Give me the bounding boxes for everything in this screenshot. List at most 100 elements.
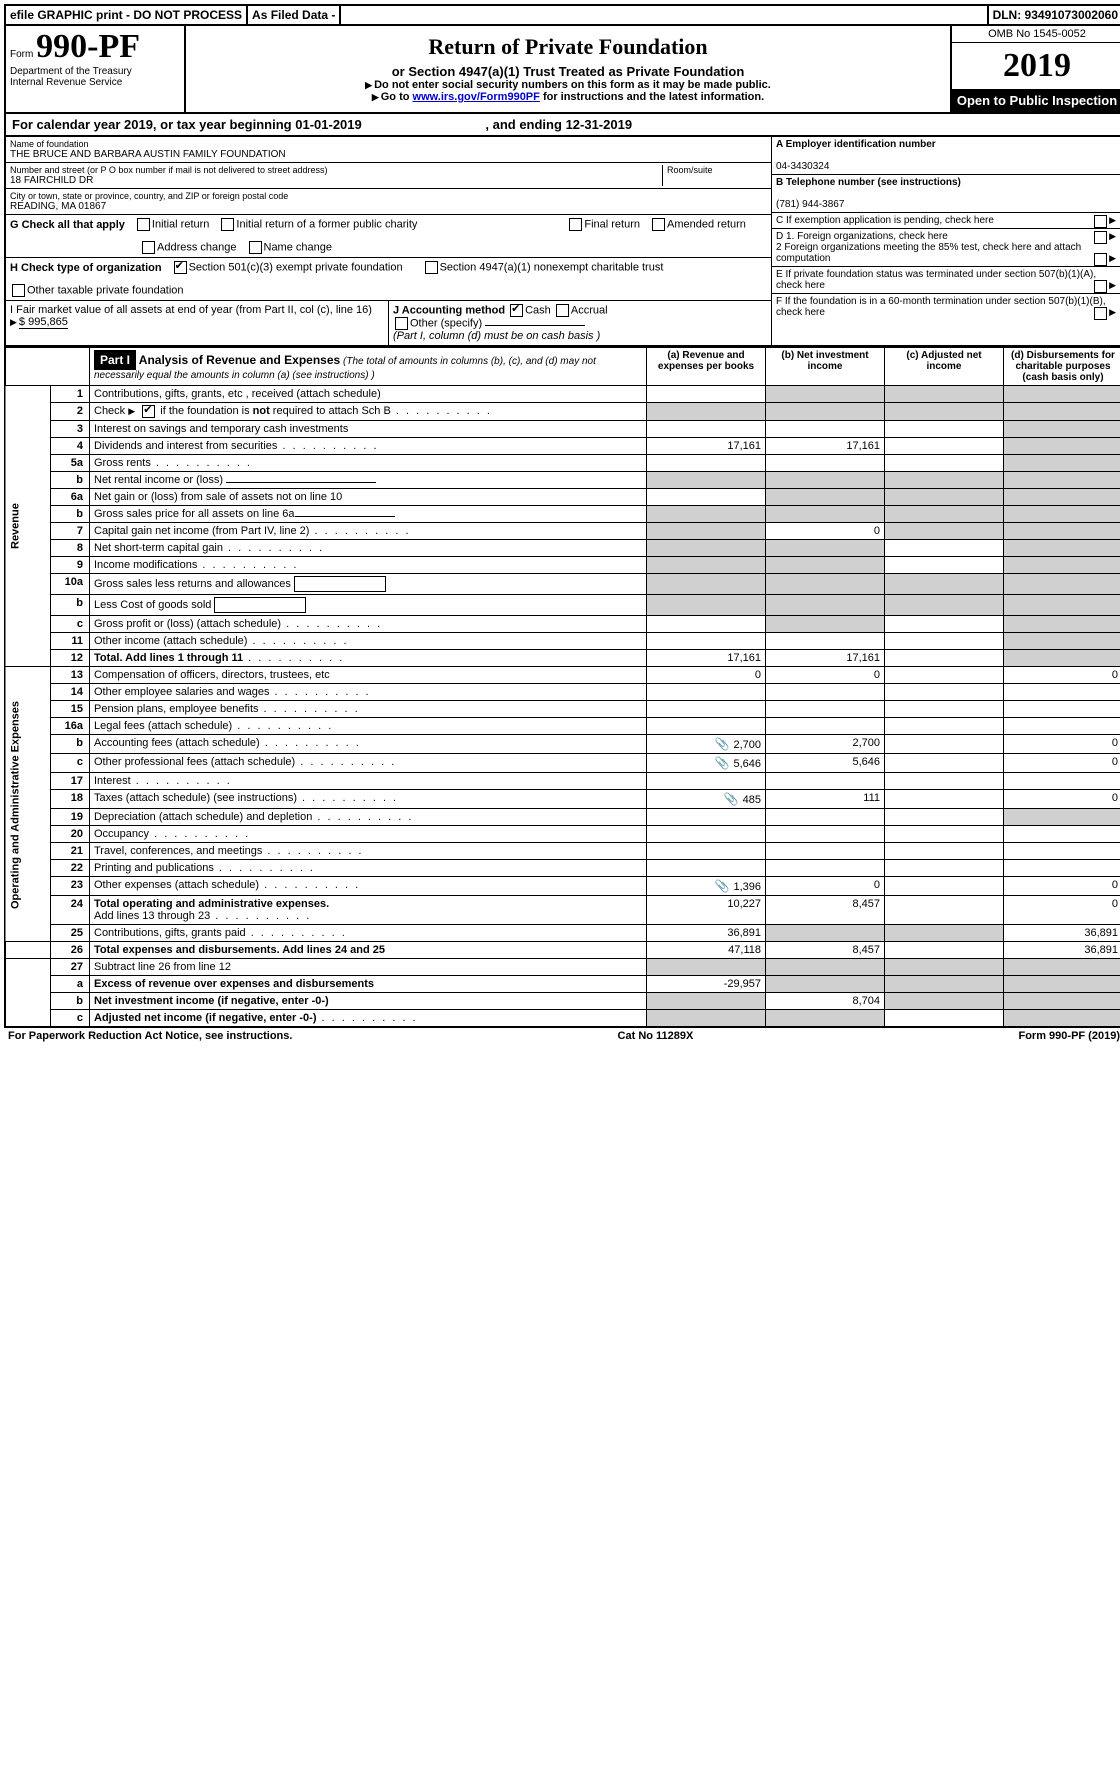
- top-bar: efile GRAPHIC print - DO NOT PROCESS As …: [4, 4, 1120, 26]
- line-num: 8: [51, 540, 90, 557]
- chk-final-return[interactable]: [569, 218, 582, 231]
- amt-a: 0: [647, 667, 766, 684]
- line-desc: Legal fees (attach schedule): [94, 720, 232, 732]
- line-desc: Net investment income (if negative, ente…: [94, 995, 329, 1007]
- instr2-pre: Go to: [381, 91, 410, 103]
- chk-address-change[interactable]: [142, 241, 155, 254]
- table-row: bNet rental income or (loss): [5, 472, 1120, 489]
- chk-initial-return[interactable]: [137, 218, 150, 231]
- table-row: 22 Printing and publications: [5, 860, 1120, 877]
- chk-other-method[interactable]: [395, 317, 408, 330]
- table-row: 16a Legal fees (attach schedule): [5, 718, 1120, 735]
- chk-name-change[interactable]: [249, 241, 262, 254]
- attach-icon[interactable]: [715, 758, 734, 770]
- dln-label: DLN: 93491073002060: [989, 6, 1120, 24]
- table-row: 12Total. Add lines 1 through 1117,16117,…: [5, 650, 1120, 667]
- chk-initial-former[interactable]: [221, 218, 234, 231]
- line-desc: Occupancy: [94, 828, 149, 840]
- line-num: 6a: [51, 489, 90, 506]
- calyear-b: , and ending: [485, 117, 562, 132]
- line-desc: Depreciation (attach schedule) and deple…: [94, 811, 312, 823]
- line-desc: Gross profit or (loss) (attach schedule): [94, 618, 281, 630]
- chk-d2[interactable]: [1094, 253, 1107, 266]
- attach-icon[interactable]: [724, 794, 743, 806]
- line-num: 16a: [51, 718, 90, 735]
- line-num: 26: [51, 942, 90, 959]
- table-row: 6aNet gain or (loss) from sale of assets…: [5, 489, 1120, 506]
- amt-b: 2,700: [766, 735, 885, 754]
- line-num: 14: [51, 684, 90, 701]
- efile-label: efile GRAPHIC print - DO NOT PROCESS: [6, 6, 248, 24]
- table-row: 20Occupancy: [5, 826, 1120, 843]
- chk-other-taxable[interactable]: [12, 284, 25, 297]
- chk-accrual[interactable]: [556, 304, 569, 317]
- amt-d: 0: [1004, 877, 1120, 896]
- attach-icon[interactable]: [715, 881, 734, 893]
- addr-label: Number and street (or P O box number if …: [10, 165, 662, 175]
- line-num: 19: [51, 809, 90, 826]
- line-desc: Compensation of officers, directors, tru…: [90, 667, 647, 684]
- part1-badge: Part I: [94, 350, 136, 370]
- j-label: J Accounting method: [393, 304, 505, 316]
- irs-link[interactable]: www.irs.gov/Form990PF: [413, 91, 540, 103]
- table-row: 11Other income (attach schedule): [5, 633, 1120, 650]
- amt-a: 36,891: [647, 925, 766, 942]
- chk-cash[interactable]: [510, 304, 523, 317]
- table-row: bGross sales price for all assets on lin…: [5, 506, 1120, 523]
- chk-amended[interactable]: [652, 218, 665, 231]
- chk-4947a1[interactable]: [425, 261, 438, 274]
- d2-label: 2 Foreign organizations meeting the 85% …: [776, 242, 1081, 264]
- line-num: 7: [51, 523, 90, 540]
- chk-schb[interactable]: [142, 405, 155, 418]
- amt-b: 5,646: [766, 754, 885, 773]
- a-label: A Employer identification number: [776, 139, 936, 150]
- line-num: 12: [51, 650, 90, 667]
- amt-a: 2,700: [733, 739, 761, 751]
- table-row: c Other professional fees (attach schedul…: [5, 754, 1120, 773]
- line-num: 22: [51, 860, 90, 877]
- table-row: 3Interest on savings and temporary cash …: [5, 421, 1120, 438]
- calendar-year-row: For calendar year 2019, or tax year begi…: [4, 114, 1120, 137]
- line-num: a: [51, 976, 90, 993]
- line-desc: Gross rents: [94, 457, 151, 469]
- col-c-header: (c) Adjusted net income: [885, 348, 1004, 386]
- amt-a: 47,118: [647, 942, 766, 959]
- chk-f[interactable]: [1094, 307, 1107, 320]
- line-desc: Printing and publications: [94, 862, 214, 874]
- chk-d1[interactable]: [1094, 231, 1107, 244]
- table-row: 9Income modifications: [5, 557, 1120, 574]
- line-num: b: [51, 735, 90, 754]
- h-label: H Check type of organization: [10, 262, 162, 274]
- amt-a: 17,161: [647, 650, 766, 667]
- line-desc: Total. Add lines 1 through 11: [94, 652, 243, 664]
- attach-icon[interactable]: [715, 739, 734, 751]
- amt-a: -29,957: [647, 976, 766, 993]
- part1-title: Analysis of Revenue and Expenses: [139, 353, 340, 367]
- chk-c[interactable]: [1094, 215, 1107, 228]
- table-row: 7Capital gain net income (from Part IV, …: [5, 523, 1120, 540]
- table-row: 23Other expenses (attach schedule)1,3960…: [5, 877, 1120, 896]
- f-label: F If the foundation is in a 60-month ter…: [776, 296, 1106, 318]
- amt-b: 0: [766, 877, 885, 896]
- footer-mid: Cat No 11289X: [618, 1030, 694, 1042]
- line-desc: Net gain or (loss) from sale of assets n…: [90, 489, 647, 506]
- city-label: City or town, state or province, country…: [10, 191, 767, 201]
- g-block: G Check all that apply Initial return In…: [6, 215, 771, 258]
- footer-right: Form 990-PF (2019): [1018, 1030, 1120, 1042]
- line-desc: Taxes (attach schedule) (see instruction…: [94, 792, 297, 804]
- chk-501c3[interactable]: [174, 261, 187, 274]
- line-num: c: [51, 754, 90, 773]
- h-block: H Check type of organization Section 501…: [6, 258, 771, 301]
- line-num: 1: [51, 386, 90, 403]
- amt-b: 0: [766, 523, 885, 540]
- line-num: b: [51, 472, 90, 489]
- form-prefix: Form: [10, 49, 33, 60]
- line-desc: Total expenses and disbursements. Add li…: [94, 944, 385, 956]
- table-row: bLess Cost of goods sold: [5, 595, 1120, 616]
- calyear-a: For calendar year 2019, or tax year begi…: [12, 117, 292, 132]
- line-num: 11: [51, 633, 90, 650]
- chk-e[interactable]: [1094, 280, 1107, 293]
- amt-a: 17,161: [647, 438, 766, 455]
- table-row: bAccounting fees (attach schedule)2,7002…: [5, 735, 1120, 754]
- line-desc: Other professional fees (attach schedule…: [94, 756, 295, 768]
